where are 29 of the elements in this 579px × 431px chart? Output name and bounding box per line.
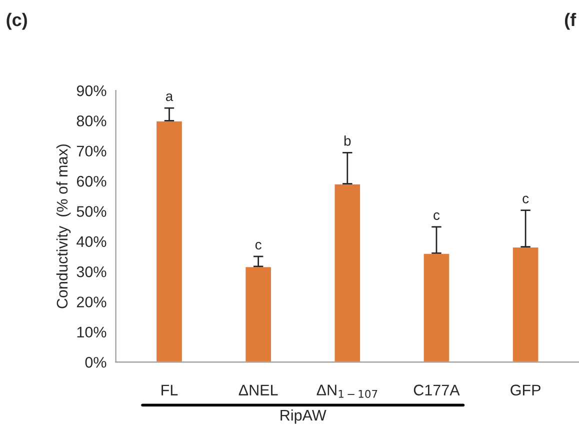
annotation: c (255, 242, 262, 250)
bar (155, 120, 184, 362)
y-tick-label: 10% (77, 326, 106, 338)
bar (511, 246, 540, 362)
y-tick-label: 30% (76, 266, 106, 278)
chart-title: (c) (6, 12, 27, 30)
annotation: b (344, 136, 351, 146)
x-tick-label: ΔNEL (238, 384, 278, 396)
y-tick-label: 80% (76, 116, 106, 126)
bar (244, 266, 272, 362)
annotation: a (166, 93, 174, 102)
annotation: c (434, 212, 440, 220)
y-tick-label: 50% (76, 206, 106, 217)
x-tick-label: C177A (414, 384, 460, 396)
annotation: c (522, 196, 529, 204)
y-axis-title: Conductivity (% of max) (56, 144, 71, 308)
x-tick-label: GFP (510, 384, 540, 396)
bar (422, 252, 451, 362)
y-tick-label: 70% (76, 146, 106, 157)
text: RipAW (280, 409, 326, 424)
x-tick-label: FL (162, 384, 178, 396)
bar (333, 183, 362, 362)
y-tick-label: 20% (76, 296, 106, 308)
text: (f (564, 12, 576, 30)
y-tick-label: 0% (85, 356, 106, 368)
x-tick-label: ΔN$_{1−107}$ (316, 384, 378, 398)
y-tick-label: 60% (76, 176, 106, 187)
y-tick-label: 40% (76, 236, 106, 248)
y-tick-label: 90% (76, 85, 106, 96)
